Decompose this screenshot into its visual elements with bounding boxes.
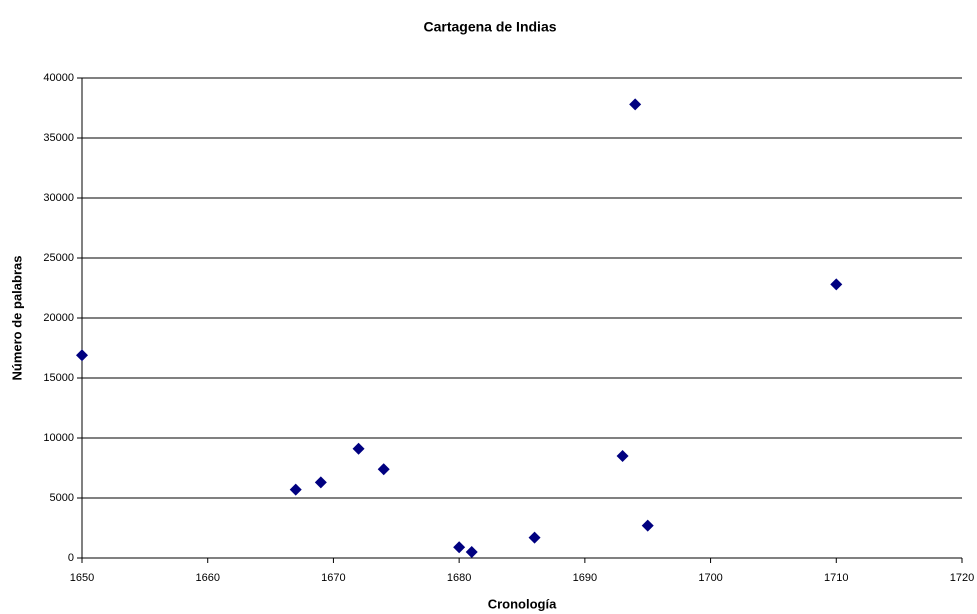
y-tick-label: 30000 (43, 192, 74, 204)
point (352, 442, 365, 455)
point (641, 519, 654, 532)
point (616, 450, 629, 462)
x-tick-label: 1650 (70, 572, 94, 584)
point (528, 531, 541, 544)
x-tick-label: 1720 (950, 572, 974, 584)
point (377, 463, 390, 476)
point (289, 483, 302, 496)
x-tick-label: 1710 (824, 572, 848, 584)
y-tick-label: 25000 (43, 252, 74, 264)
point (465, 546, 478, 558)
chart-title: Cartagena de Indias (423, 19, 556, 35)
y-tick-label: 0 (68, 552, 74, 564)
y-axis-title: Número de palabras (9, 256, 24, 381)
point (453, 541, 466, 554)
point (830, 278, 843, 291)
x-tick-label: 1670 (321, 572, 345, 584)
y-tick-label: 5000 (50, 492, 74, 504)
point (314, 476, 327, 489)
point (629, 98, 642, 111)
y-tick-label: 20000 (43, 312, 74, 324)
y-tick-label: 35000 (43, 132, 74, 144)
x-tick-label: 1680 (447, 572, 471, 584)
x-tick-label: 1700 (698, 572, 722, 584)
y-tick-label: 10000 (43, 432, 74, 444)
x-tick-label: 1690 (573, 572, 597, 584)
x-tick-label: 1660 (195, 572, 219, 584)
x-axis-title: Cronología (488, 596, 557, 611)
point (76, 349, 88, 362)
y-tick-label: 15000 (43, 372, 74, 384)
y-tick-label: 40000 (43, 72, 74, 84)
